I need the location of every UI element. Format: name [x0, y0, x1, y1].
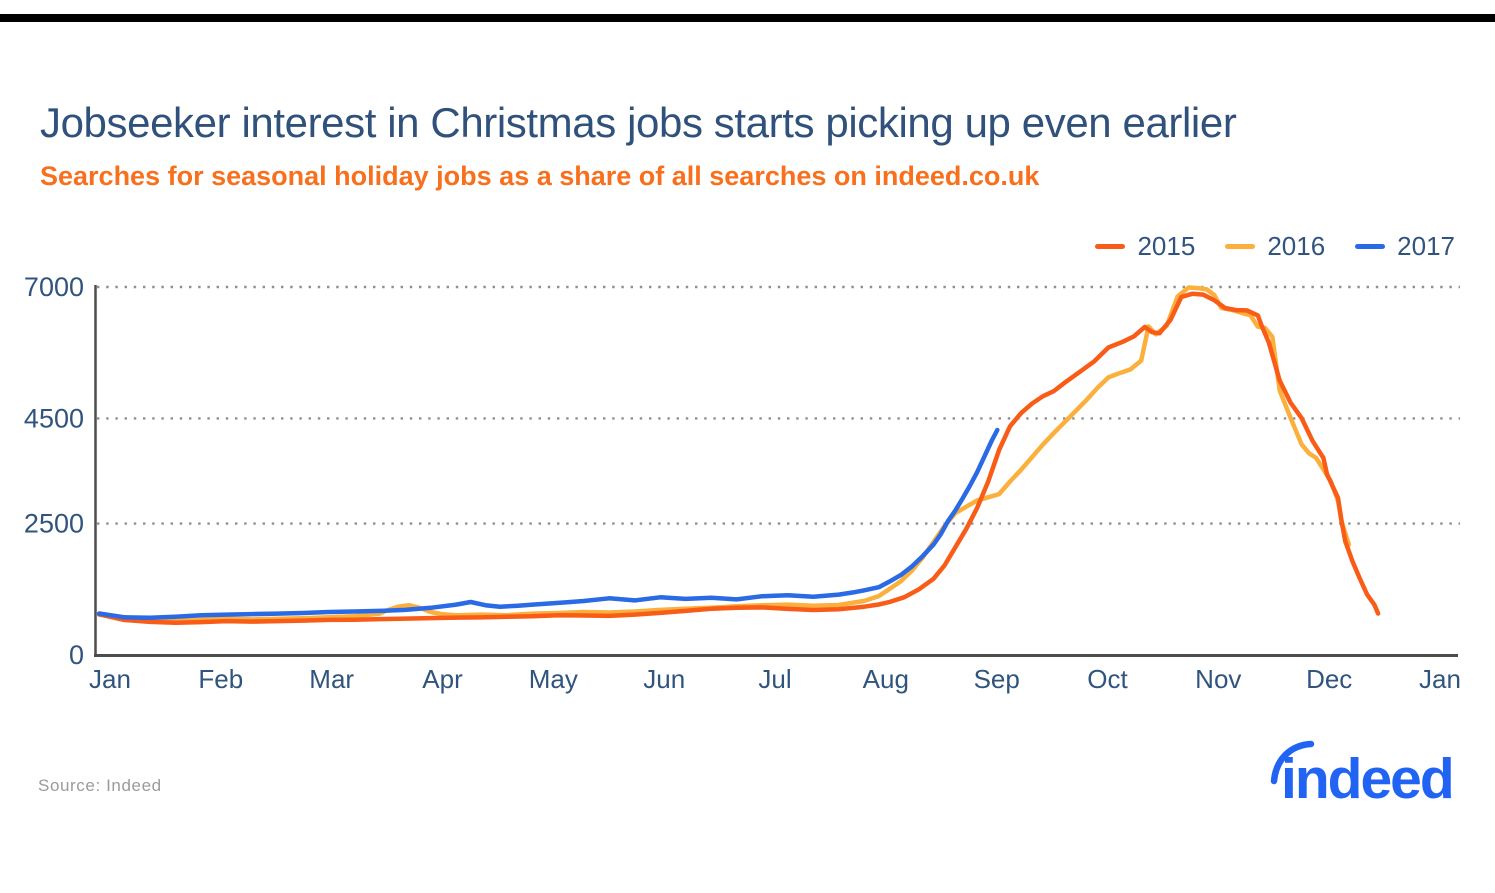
series-2015-line [96, 291, 1381, 625]
legend-item-2017: 2017 [1355, 231, 1455, 262]
month-label-12-jan: Jan [1419, 664, 1461, 694]
legend-label-2017: 2017 [1397, 231, 1455, 261]
legend-label-2015: 2015 [1137, 231, 1196, 261]
month-label-9-oct: Oct [1087, 664, 1128, 694]
legend-item-2015: 2015 [1095, 231, 1195, 262]
legend-swatch-2015 [1095, 244, 1126, 249]
page-subtitle: Searches for seasonal holiday jobs as a … [40, 161, 1040, 191]
series-2017-line [96, 427, 1000, 621]
month-label-7-aug: Aug [863, 664, 909, 694]
month-label-3-apr: Apr [422, 664, 463, 694]
top-accent-bar [0, 14, 1495, 22]
month-label-2-mar: Mar [309, 664, 354, 694]
legend-label-2016: 2016 [1267, 231, 1326, 261]
page-title: Jobseeker interest in Christmas jobs sta… [40, 99, 1237, 146]
month-label-5-jun: Jun [643, 664, 685, 694]
y-tick-label-4500: 4500 [24, 403, 84, 433]
month-label-10-nov: Nov [1195, 664, 1241, 694]
y-tick-label-0: 0 [69, 640, 84, 670]
series-2016-line [96, 285, 1352, 624]
legend-item-2016: 2016 [1225, 231, 1325, 262]
source-note: Source: Indeed [38, 776, 162, 795]
legend-swatch-2017 [1355, 244, 1386, 249]
y-tick-label-2500: 2500 [24, 509, 84, 539]
month-label-1-feb: Feb [198, 664, 243, 694]
month-label-4-may: May [529, 664, 578, 694]
indeed-logo-text: indeed [1281, 747, 1453, 807]
indeed-logo-arc [1270, 740, 1315, 785]
chart-legend: 2015 2016 2017 [1095, 231, 1455, 262]
month-label-0-jan: Jan [89, 664, 131, 694]
indeed-logo: indeed [1270, 740, 1455, 807]
y-tick-label-7000: 7000 [24, 272, 84, 302]
legend-swatch-2016 [1225, 244, 1256, 249]
month-label-6-jul: Jul [758, 664, 791, 694]
month-label-8-sep: Sep [974, 664, 1020, 694]
month-label-11-dec: Dec [1306, 664, 1352, 694]
